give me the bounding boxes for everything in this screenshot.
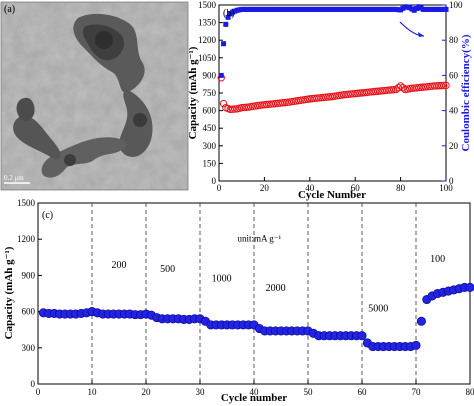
panel-c-xtick-label: 80: [466, 387, 474, 397]
panel-b-ytick-left-label: 1200: [198, 35, 217, 45]
panel-c-frame: [37, 202, 471, 385]
panel-b-xtick-label: 60: [351, 183, 361, 193]
panel-b-ytick-left-label: 750: [203, 88, 217, 98]
panel-b-ytick-left-label: 450: [203, 123, 217, 133]
panel-b-xtick-label: 20: [260, 183, 270, 193]
panel-b-ytick-right-label: 60: [449, 70, 459, 80]
panel-c-xtick-label: 50: [304, 387, 314, 397]
panel-c-ytick-label: 0: [31, 379, 36, 389]
panel-b-ytick-right-label: 20: [449, 141, 459, 151]
particle-aggregate: [13, 13, 153, 178]
panel-b-ylabel-right: Coulombic efficiency(%): [460, 34, 472, 151]
panel-c-ytick-label: 300: [22, 343, 36, 353]
capacity-point: [390, 85, 398, 94]
panel-b-ytick-right-label: 40: [449, 106, 459, 116]
panel-c-xtick-label: 60: [358, 387, 368, 397]
panel-b-xtick-label: 40: [305, 183, 315, 193]
panel-c-ylabel: Capacity (mAh g⁻¹): [3, 246, 15, 339]
efficiency-point: [443, 6, 449, 12]
panel-c-xtick-label: 30: [196, 387, 206, 397]
efficiency-point: [221, 41, 227, 47]
capacity-point: [228, 105, 237, 113]
rate-annotation: 5000: [368, 304, 388, 315]
panel-b-ytick-left-label: 600: [203, 106, 217, 116]
panel-c-ytick-label: 900: [22, 270, 36, 280]
panel-b-ylabel-left: Capacity (mAh g⁻¹): [187, 46, 199, 139]
panel-b-ytick-left-label: 1500: [198, 0, 217, 10]
panel-c-ytick-label: 1200: [17, 234, 36, 244]
panel-b-xtick-label: 0: [217, 183, 222, 193]
rate-annotation: 500: [160, 264, 175, 275]
rate-annotation: 200: [112, 260, 127, 271]
capacity-point: [394, 84, 403, 92]
efficiency-point: [223, 21, 229, 27]
capacity-point: [437, 81, 446, 90]
efficiency-point: [218, 72, 224, 78]
panel-b-arrowhead: [418, 32, 424, 37]
rate-annotation: 100: [430, 254, 445, 265]
rate-annotation: 2000: [266, 283, 286, 294]
panel-c-xtick-label: 0: [36, 387, 41, 397]
panel-b-ytick-left-label: 1050: [198, 53, 217, 63]
capacity-point: [396, 82, 405, 90]
panel-c-xtick-label: 20: [142, 387, 152, 397]
panel-c-ytick-label: 600: [22, 307, 36, 317]
panel-a-label: (a): [4, 4, 15, 15]
panel-c-ytick-label: 1500: [17, 198, 36, 208]
capacity-point: [387, 86, 396, 94]
panel-a-micrograph: (a) 0.2 μm: [0, 1, 189, 191]
panel-b-ytick-left-label: 150: [203, 158, 217, 168]
panel-b-ytick-left-label: 1350: [198, 18, 217, 28]
capacity-point: [440, 81, 448, 90]
panel-b-label: (b): [223, 8, 235, 19]
capacity-point: [399, 84, 407, 92]
rate-capacity-point: [416, 316, 426, 326]
panel-c-xtick-label: 40: [250, 387, 260, 397]
panel-b-ytick-right-label: 0: [449, 176, 454, 186]
rate-capacity-point: [411, 340, 421, 350]
panel-b-ytick-left-label: 0: [212, 176, 217, 186]
capacity-point: [242, 103, 250, 111]
capacity-point: [442, 81, 450, 90]
efficiency-point: [225, 14, 231, 20]
capacity-point: [326, 93, 334, 101]
panel-b-chart: 0 20 40 60 80 1000150300450600750900105012001…: [187, 0, 472, 201]
capacity-point: [281, 98, 289, 107]
panel-c-xtick-label: 10: [88, 387, 98, 397]
capacity-point: [392, 85, 400, 94]
capacity-point: [219, 99, 228, 108]
panel-b-xtick-label: 80: [396, 183, 406, 193]
capacity-point: [231, 105, 239, 113]
scale-bar-label: 0.2 μm: [4, 174, 24, 182]
panel-b-ytick-left-label: 900: [203, 70, 217, 80]
rate-capacity-point: [465, 282, 474, 293]
unit-annotation: unit:mA g⁻¹: [238, 234, 282, 244]
panel-b-xlabel: Cycle Number: [298, 189, 366, 201]
panel-c-chart: 0 10 20 30 40 50 60 70 80 0 300 600 900 1200 1500 unit…: [3, 198, 474, 404]
panel-c-xtick-label: 70: [412, 387, 422, 397]
capacity-point: [324, 93, 332, 101]
panel-c-xlabel: Cycle number: [221, 392, 287, 404]
panel-b-xtick-label: 100: [439, 183, 453, 193]
capacity-point: [278, 99, 287, 107]
panel-b-ytick-right-label: 100: [449, 0, 463, 10]
panel-b-ytick-right-label: 80: [449, 35, 459, 45]
panel-c-label: (c): [42, 210, 53, 221]
rate-annotation: 1000: [212, 273, 232, 284]
rate-capacity-point: [357, 331, 367, 341]
panel-b-ytick-left-label: 300: [203, 141, 217, 151]
